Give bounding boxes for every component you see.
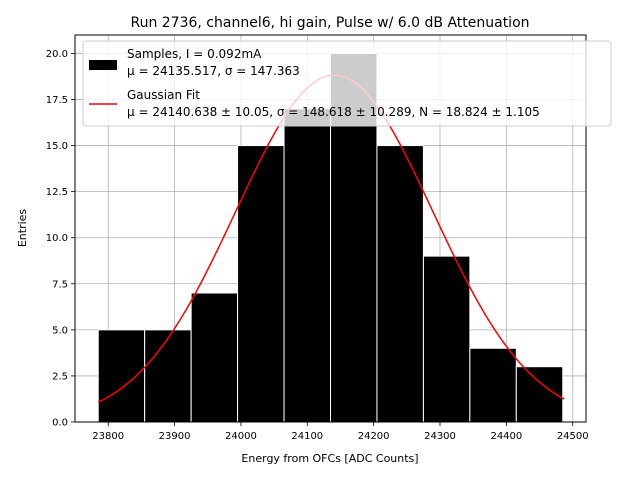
histogram-bar (97, 329, 146, 423)
histogram-bar (422, 255, 471, 423)
x-tick-label: 23900 (159, 431, 191, 442)
histogram-bar (237, 145, 285, 423)
histogram-bar (469, 347, 517, 423)
y-tick-label: 15.0 (46, 141, 68, 152)
y-tick-label: 7.5 (52, 279, 68, 290)
legend-swatch-samples (89, 60, 117, 70)
legend-stats-samples: μ = 24135.517, σ = 147.363 (127, 64, 300, 78)
y-tick-label: 0.0 (52, 418, 68, 429)
x-tick-label: 24500 (557, 431, 589, 442)
legend: Samples, I = 0.092mA μ = 24135.517, σ = … (82, 40, 612, 127)
chart-title: Run 2736, channel6, hi gain, Pulse w/ 6.… (130, 15, 529, 31)
histogram-bar (283, 108, 331, 423)
legend-label-fit: Gaussian Fit (127, 88, 200, 102)
x-tick-label: 24300 (424, 431, 456, 442)
y-tick-label: 20.0 (46, 49, 68, 60)
y-tick-label: 10.0 (46, 233, 68, 244)
plot-frame (74, 34, 587, 423)
y-tick-label: 5.0 (52, 325, 68, 336)
y-axis-ticks: 0.0 2.5 5.0 7.5 10.0 12.5 15.0 17.5 20.0 (46, 49, 75, 429)
y-axis-label: Entries (16, 209, 29, 248)
y-tick-label: 2.5 (52, 371, 68, 382)
legend-label-samples: Samples, I = 0.092mA (127, 47, 262, 61)
x-axis-label: Energy from OFCs [ADC Counts] (241, 452, 418, 465)
x-tick-label: 24400 (490, 431, 522, 442)
histogram-bar (144, 329, 192, 423)
x-tick-label: 23800 (92, 431, 124, 442)
legend-stats-fit: μ = 24140.638 ± 10.05, σ = 148.618 ± 10.… (127, 105, 540, 119)
y-tick-label: 17.5 (46, 95, 68, 106)
x-tick-label: 24100 (291, 431, 323, 442)
x-tick-label: 24000 (225, 431, 257, 442)
histogram-bar (376, 145, 424, 423)
x-tick-label: 24200 (358, 431, 390, 442)
y-tick-label: 12.5 (46, 187, 68, 198)
histogram-bar (190, 292, 239, 423)
x-axis-ticks: 23800 23900 24000 24100 24200 24300 24400 24500 (92, 422, 589, 442)
legend-box (82, 40, 612, 127)
